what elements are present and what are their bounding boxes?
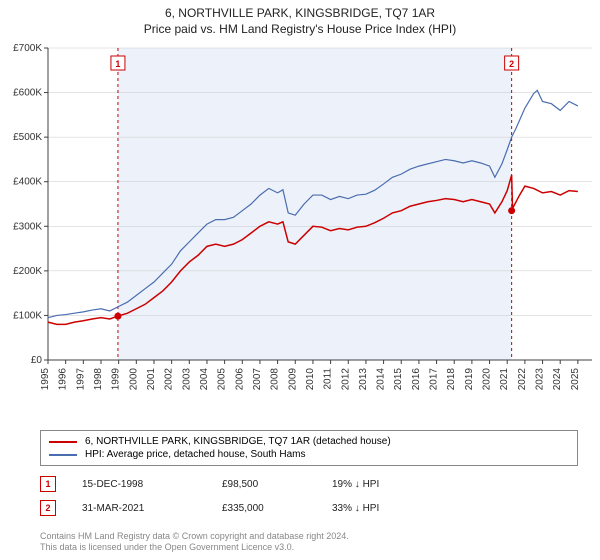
chart-subtitle: Price paid vs. HM Land Registry's House … bbox=[0, 20, 600, 36]
svg-text:£500K: £500K bbox=[13, 132, 42, 143]
svg-text:2009: 2009 bbox=[287, 368, 298, 391]
svg-text:£200K: £200K bbox=[13, 266, 42, 277]
svg-text:2002: 2002 bbox=[164, 368, 175, 391]
svg-text:1999: 1999 bbox=[111, 368, 122, 391]
svg-text:2004: 2004 bbox=[199, 368, 210, 391]
svg-text:2012: 2012 bbox=[340, 368, 351, 391]
chart-area: £0 £100K £200K £300K £400K £500K £600K £700K 199… bbox=[0, 42, 600, 422]
chart-title: 6, NORTHVILLE PARK, KINGSBRIDGE, TQ7 1AR bbox=[0, 0, 600, 20]
svg-text:2008: 2008 bbox=[270, 368, 281, 391]
marker-badge: 2 bbox=[40, 500, 56, 516]
svg-text:1998: 1998 bbox=[93, 368, 104, 391]
svg-text:2017: 2017 bbox=[429, 368, 440, 391]
marker-price: £98,500 bbox=[222, 479, 332, 490]
svg-text:1995: 1995 bbox=[40, 368, 51, 391]
svg-text:£400K: £400K bbox=[13, 177, 42, 188]
svg-text:2011: 2011 bbox=[323, 368, 334, 390]
svg-text:2018: 2018 bbox=[446, 368, 457, 391]
svg-text:2014: 2014 bbox=[376, 368, 387, 391]
svg-text:2006: 2006 bbox=[234, 368, 245, 391]
svg-text:2: 2 bbox=[509, 59, 514, 69]
legend-swatch bbox=[49, 454, 77, 456]
svg-text:2021: 2021 bbox=[499, 368, 510, 391]
legend-item: HPI: Average price, detached house, Sout… bbox=[49, 448, 569, 461]
marker-date: 31-MAR-2021 bbox=[82, 503, 222, 514]
svg-text:2020: 2020 bbox=[482, 368, 493, 391]
license-line: This data is licensed under the Open Gov… bbox=[40, 542, 349, 554]
marker-pct: 33% ↓ HPI bbox=[332, 503, 452, 514]
svg-text:2023: 2023 bbox=[535, 368, 546, 391]
svg-text:£0: £0 bbox=[31, 355, 43, 366]
svg-text:£300K: £300K bbox=[13, 221, 42, 232]
svg-text:2007: 2007 bbox=[252, 368, 263, 391]
svg-text:2019: 2019 bbox=[464, 368, 475, 391]
svg-text:2001: 2001 bbox=[146, 368, 157, 391]
svg-text:1: 1 bbox=[115, 59, 120, 69]
svg-text:1996: 1996 bbox=[58, 368, 69, 391]
sale-marker-row: 2 31-MAR-2021 £335,000 33% ↓ HPI bbox=[40, 500, 560, 516]
svg-text:2013: 2013 bbox=[358, 368, 369, 391]
svg-text:2024: 2024 bbox=[552, 368, 563, 391]
sale-marker-row: 1 15-DEC-1998 £98,500 19% ↓ HPI bbox=[40, 476, 560, 492]
svg-text:2010: 2010 bbox=[305, 368, 316, 391]
marker-price: £335,000 bbox=[222, 503, 332, 514]
license-text: Contains HM Land Registry data © Crown c… bbox=[40, 531, 349, 554]
legend-item: 6, NORTHVILLE PARK, KINGSBRIDGE, TQ7 1AR… bbox=[49, 435, 569, 448]
svg-text:£700K: £700K bbox=[13, 43, 42, 54]
legend-label: 6, NORTHVILLE PARK, KINGSBRIDGE, TQ7 1AR… bbox=[85, 436, 391, 447]
svg-text:2016: 2016 bbox=[411, 368, 422, 391]
legend-swatch bbox=[49, 441, 77, 443]
marker-date: 15-DEC-1998 bbox=[82, 479, 222, 490]
marker-badge: 1 bbox=[40, 476, 56, 492]
chart-container: 6, NORTHVILLE PARK, KINGSBRIDGE, TQ7 1AR… bbox=[0, 0, 600, 560]
legend-label: HPI: Average price, detached house, Sout… bbox=[85, 449, 306, 460]
svg-text:2005: 2005 bbox=[217, 368, 228, 391]
svg-text:2003: 2003 bbox=[181, 368, 192, 391]
marker-pct: 19% ↓ HPI bbox=[332, 479, 452, 490]
license-line: Contains HM Land Registry data © Crown c… bbox=[40, 531, 349, 543]
svg-text:2015: 2015 bbox=[393, 368, 404, 391]
legend: 6, NORTHVILLE PARK, KINGSBRIDGE, TQ7 1AR… bbox=[40, 430, 578, 466]
svg-text:1997: 1997 bbox=[75, 368, 86, 391]
svg-text:2022: 2022 bbox=[517, 368, 528, 391]
svg-text:£100K: £100K bbox=[13, 310, 42, 321]
svg-text:2025: 2025 bbox=[570, 368, 581, 391]
svg-text:£600K: £600K bbox=[13, 88, 42, 99]
svg-text:2000: 2000 bbox=[128, 368, 139, 391]
